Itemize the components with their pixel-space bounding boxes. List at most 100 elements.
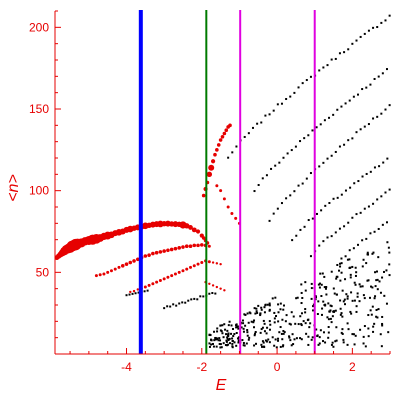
data-point bbox=[224, 328, 227, 331]
data-point bbox=[307, 335, 310, 338]
data-point bbox=[264, 114, 267, 117]
data-point bbox=[318, 342, 321, 345]
data-point bbox=[386, 157, 389, 160]
data-point bbox=[242, 330, 245, 333]
data-point bbox=[358, 300, 361, 303]
data-point bbox=[322, 240, 325, 243]
highlight-point bbox=[188, 225, 193, 230]
data-point bbox=[317, 283, 320, 286]
highlight-point bbox=[155, 280, 159, 284]
data-point bbox=[318, 165, 321, 168]
data-point bbox=[330, 235, 333, 238]
data-point bbox=[385, 269, 388, 272]
highlight-point bbox=[191, 227, 197, 233]
data-point bbox=[378, 280, 381, 283]
data-point bbox=[259, 314, 262, 317]
data-point bbox=[228, 342, 231, 345]
data-point bbox=[228, 320, 231, 323]
data-point bbox=[365, 262, 368, 265]
data-point bbox=[342, 300, 345, 303]
data-point bbox=[352, 333, 355, 336]
data-point bbox=[237, 341, 240, 344]
data-point bbox=[220, 346, 223, 349]
data-point bbox=[378, 165, 381, 168]
data-point bbox=[304, 311, 307, 314]
data-point bbox=[329, 309, 332, 312]
data-point bbox=[295, 337, 298, 340]
data-point bbox=[275, 315, 278, 318]
data-point bbox=[374, 295, 377, 298]
highlight-point bbox=[188, 244, 193, 248]
data-point bbox=[357, 243, 360, 246]
data-point bbox=[184, 301, 187, 304]
data-point bbox=[320, 209, 323, 212]
highlight-point bbox=[223, 289, 226, 292]
highlight-point bbox=[181, 245, 185, 249]
data-point bbox=[335, 277, 338, 280]
y-tick-label: 100 bbox=[29, 184, 49, 198]
data-point bbox=[329, 304, 332, 307]
data-point bbox=[327, 302, 330, 305]
data-point bbox=[354, 334, 357, 337]
data-point bbox=[210, 338, 213, 341]
data-point bbox=[279, 302, 282, 305]
data-point bbox=[269, 323, 272, 326]
data-point bbox=[327, 326, 330, 329]
highlight-point bbox=[166, 248, 170, 253]
data-point bbox=[301, 182, 304, 185]
data-point bbox=[375, 279, 378, 282]
data-point bbox=[289, 339, 292, 342]
data-point bbox=[336, 196, 339, 199]
data-point bbox=[331, 315, 334, 318]
data-point bbox=[246, 331, 249, 334]
data-point bbox=[271, 336, 274, 339]
data-point bbox=[320, 283, 323, 286]
data-point bbox=[344, 189, 347, 192]
highlight-point bbox=[151, 251, 155, 256]
highlight-point bbox=[216, 143, 221, 147]
data-point bbox=[355, 271, 358, 274]
data-point bbox=[346, 258, 349, 261]
data-point bbox=[233, 341, 236, 344]
data-point bbox=[297, 323, 300, 326]
data-point bbox=[282, 308, 285, 311]
data-point bbox=[363, 207, 366, 210]
data-point bbox=[309, 255, 312, 258]
data-point bbox=[359, 35, 362, 38]
data-point bbox=[348, 249, 351, 252]
data-point bbox=[227, 332, 230, 335]
data-point bbox=[330, 58, 333, 61]
data-point bbox=[371, 286, 374, 289]
data-point bbox=[356, 292, 359, 295]
data-point bbox=[242, 341, 245, 344]
highlight-point bbox=[200, 261, 204, 265]
highlight-point bbox=[228, 123, 232, 128]
data-point bbox=[376, 288, 379, 291]
data-point bbox=[219, 339, 222, 342]
highlight-point bbox=[184, 244, 189, 248]
highlight-point bbox=[147, 253, 151, 257]
data-point bbox=[385, 221, 388, 224]
highlight-point bbox=[158, 279, 162, 282]
highlight-point bbox=[132, 259, 136, 263]
data-point bbox=[365, 172, 368, 175]
data-point bbox=[335, 293, 338, 296]
data-point bbox=[332, 345, 335, 348]
data-point bbox=[274, 296, 277, 299]
data-point bbox=[315, 328, 318, 331]
y-tick-label: 150 bbox=[29, 102, 49, 116]
data-point bbox=[300, 283, 303, 286]
data-point bbox=[264, 304, 267, 307]
data-point bbox=[325, 286, 328, 289]
data-point bbox=[320, 313, 323, 316]
highlight-point bbox=[201, 236, 206, 240]
data-point bbox=[305, 177, 308, 180]
data-point bbox=[387, 331, 390, 334]
data-point bbox=[273, 317, 276, 320]
highlight-point bbox=[154, 250, 159, 255]
data-point bbox=[137, 291, 140, 294]
data-point bbox=[282, 156, 285, 159]
data-point bbox=[300, 312, 303, 315]
highlight-point bbox=[234, 216, 238, 220]
data-point bbox=[384, 108, 387, 111]
